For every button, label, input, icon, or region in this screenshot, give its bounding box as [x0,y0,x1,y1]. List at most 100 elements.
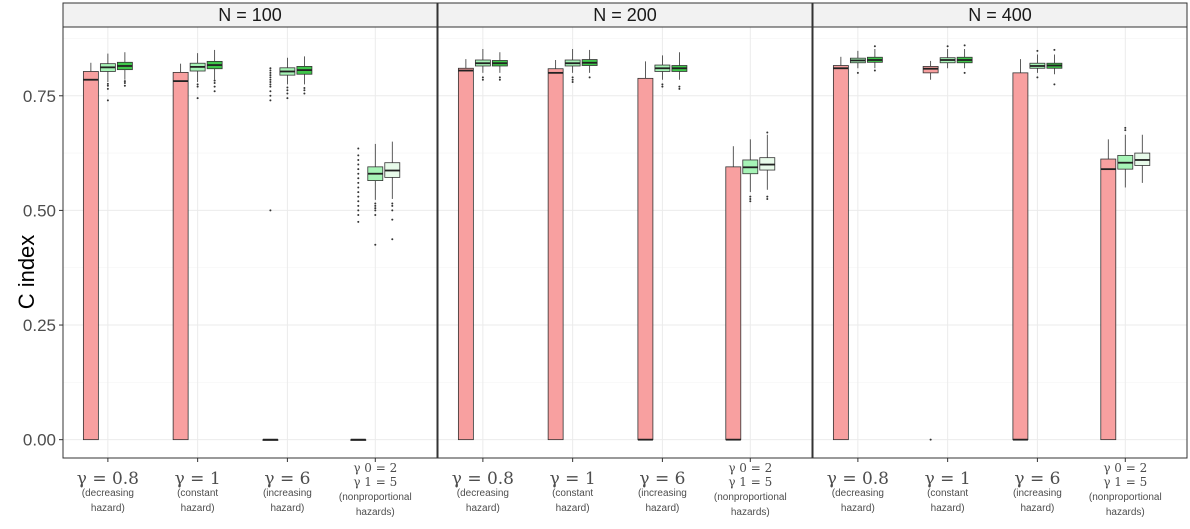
box-element [116,52,133,87]
x-tick-label-sub: (decreasing [82,488,134,499]
outlier-point [856,71,859,74]
y-axis: 0.00 0.25 0.50 0.75 [23,87,63,450]
outlier-point [106,84,109,87]
outlier-point [1124,126,1127,129]
x-tick-label-gamma0: γ 0 = 2 [1103,461,1147,475]
outlier-point [749,195,752,198]
outlier-point [749,200,752,203]
x-tick-label-main: γ = 1 [925,469,971,489]
outlier-point [357,168,360,171]
outlier-point [303,89,306,92]
outlier-point [678,87,681,90]
x-tick-label-sub: hazards) [1106,507,1145,518]
outlier-point [357,204,360,207]
box-element [742,139,759,203]
box-element [581,49,598,79]
x-tick-label-gamma1: γ 1 = 5 [1103,475,1147,489]
x-tick-label-sub: hazards) [356,507,395,518]
x-tick-label-sub: hazard) [91,503,125,514]
outlier-point [196,83,199,86]
box-rect [172,71,189,441]
outlier-point [571,78,574,81]
outlier-point [571,81,574,84]
x-tick-label-sub: (nonproportional [339,492,412,503]
x-tick-label-sub: hazard) [1020,503,1054,514]
box-element [832,56,849,441]
x-tick-label-sub: (increasing [263,488,312,499]
outlier-point [357,220,360,223]
outlier-point [588,76,591,79]
outlier-point [269,209,272,212]
x-tick-label-sub: (decreasing [457,488,509,499]
outlier-point [269,76,272,79]
outlier-point [1053,48,1056,51]
outlier-point [749,197,752,200]
outlier-point [269,83,272,86]
box-element [474,49,491,81]
x-tick-label-sub: (increasing [1013,488,1062,499]
outlier-point [391,204,394,207]
box-rect [547,68,564,441]
box-rect [82,71,99,441]
x-tick-label-sub: (nonproportional [714,492,787,503]
outlier-point [374,207,377,210]
outlier-point [213,81,216,84]
box-element [564,49,581,84]
box-element [654,55,671,88]
outlier-point [1036,49,1039,52]
outlier-point [357,177,360,180]
outlier-point [123,84,126,87]
x-tick-label-main: γ = 0.8 [827,469,889,489]
x-tick-label-sub: (nonproportional [1089,492,1162,503]
box-element [491,52,508,81]
panel-background [438,27,812,458]
outlier-point [269,81,272,84]
outlier-point [873,45,876,48]
outlier-point [678,85,681,88]
outlier-point [374,209,377,212]
facet-panel: N = 100 [62,2,438,459]
outlier-point [963,71,966,74]
box-element [759,131,776,200]
outlier-point [357,213,360,216]
outlier-point [106,87,109,90]
box-element [296,56,313,95]
x-tick-label-sub: (constant [177,488,218,499]
outlier-point [391,238,394,241]
y-tick-label: 0.50 [23,201,56,220]
box-rect [832,65,849,441]
outlier-point [357,181,360,184]
x-tick-label-gamma0: γ 0 = 2 [353,461,397,475]
outlier-point [357,147,360,150]
box-element [1012,59,1029,441]
box-element [350,147,367,441]
x-tick-label-main: γ = 6 [1014,469,1060,489]
outlier-point [374,213,377,216]
x-tick-label-sub: hazard) [841,503,875,514]
facet-strip-title: N = 100 [218,5,282,25]
outlier-point [481,76,484,79]
x-tick-label-sub: hazard) [181,503,215,514]
outlier-point [106,82,109,85]
x-tick-label-sub: hazard) [931,503,965,514]
outlier-point [357,172,360,175]
outlier-point [303,86,306,89]
panel-background [63,27,437,458]
box-element [1029,49,1046,79]
outlier-point [661,85,664,88]
outlier-point [269,69,272,72]
box-element [262,67,279,441]
x-tick-label-sub: (decreasing [832,488,884,499]
outlier-point [873,69,876,72]
facet-panel: N = 400 [812,2,1188,459]
outlier-point [357,154,360,157]
outlier-point [303,92,306,95]
box-rect [922,66,939,74]
outlier-point [1124,129,1127,132]
outlier-point [481,78,484,81]
box-element [939,45,956,69]
box-element [1134,134,1151,183]
outlier-point [357,200,360,203]
panel-border [812,26,1188,459]
